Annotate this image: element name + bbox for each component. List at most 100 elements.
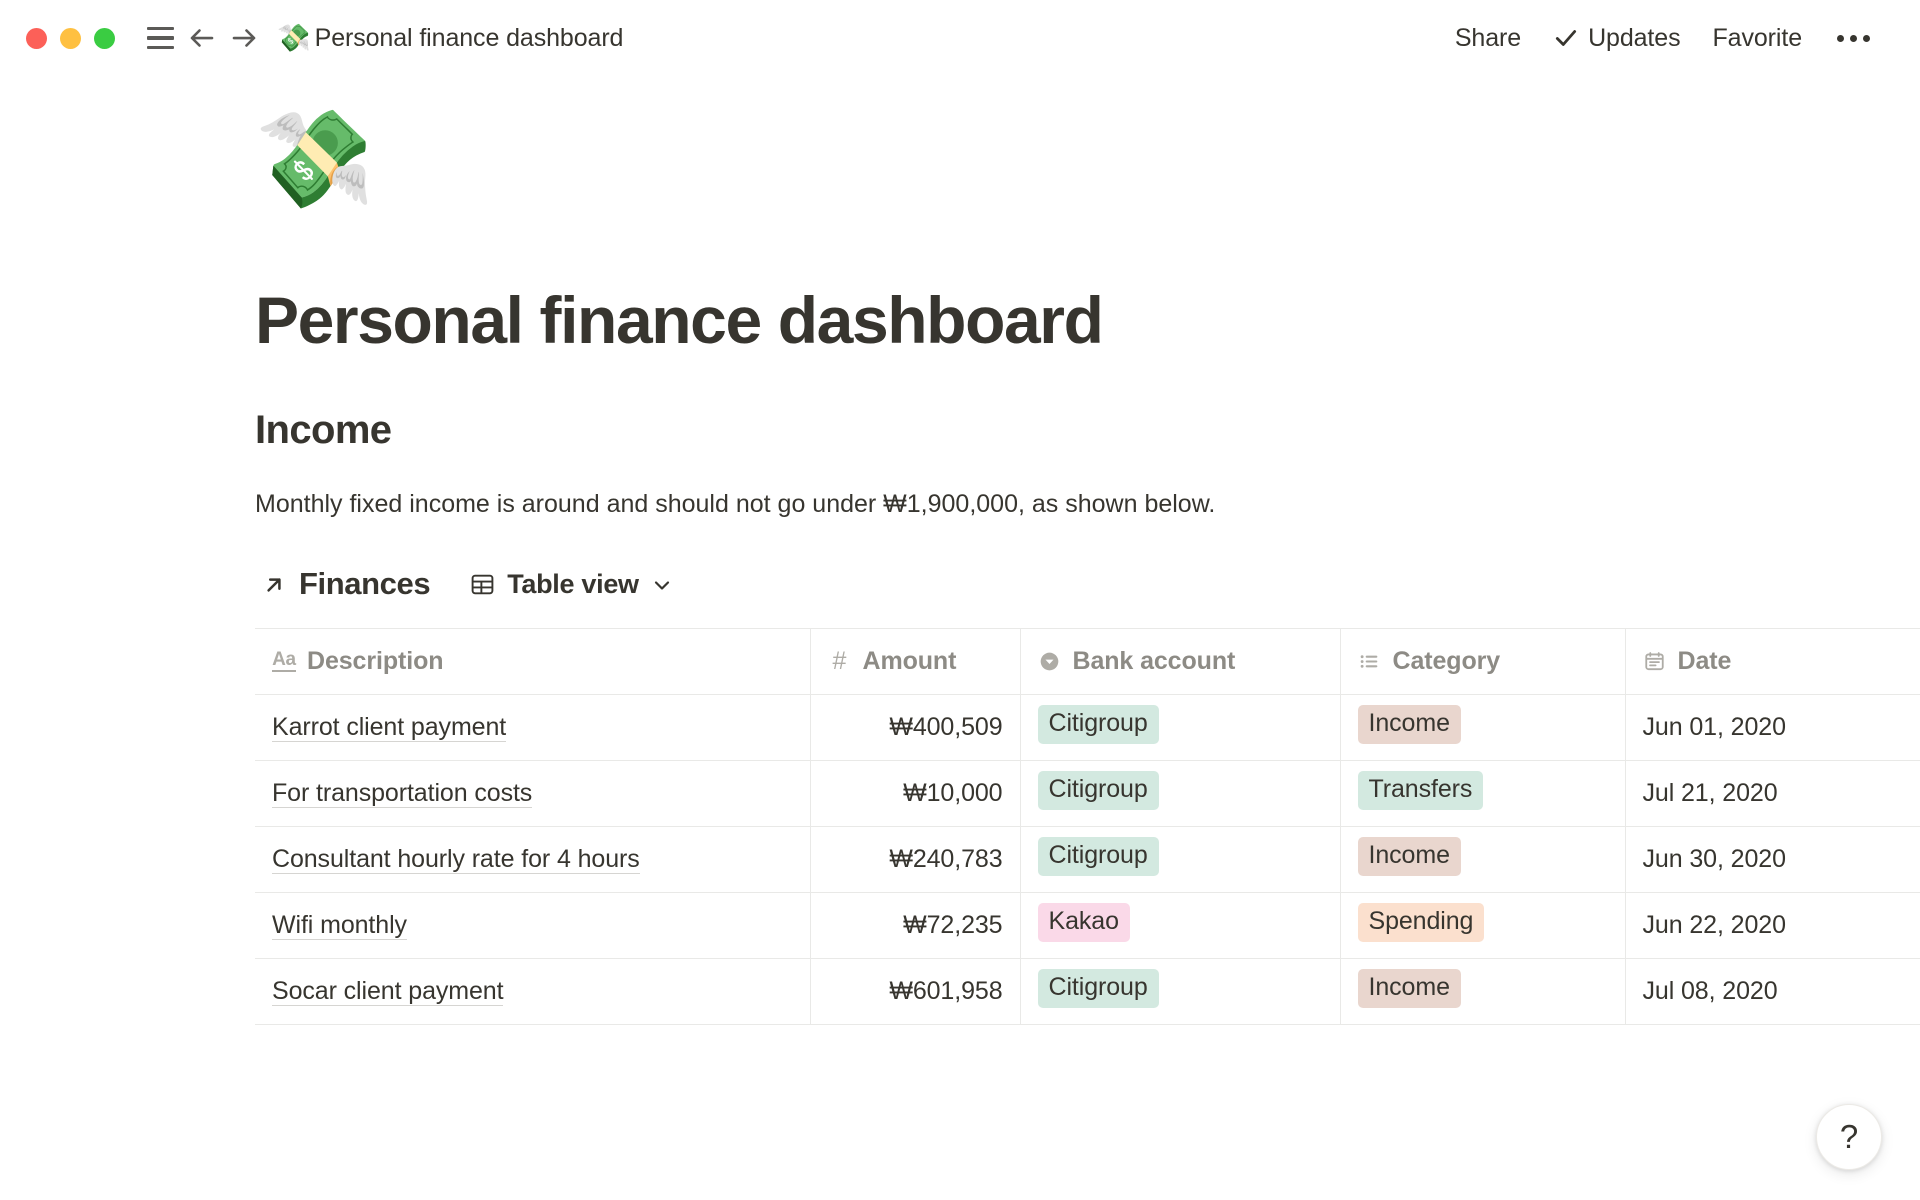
view-tab-label: Table view <box>507 569 639 600</box>
table-row: Socar client payment ₩601,958 Citigroup Inc… <box>255 958 1920 1025</box>
row-title-link[interactable]: Wifi monthly <box>272 910 407 940</box>
table-row: Consultant hourly rate for 4 hours ₩240,7… <box>255 826 1920 893</box>
table-body: Karrot client payment ₩400,509 Citigroup In… <box>255 694 1920 1025</box>
table-grid-icon <box>471 574 494 595</box>
table-row: Wifi monthly ₩72,235 Kakao Spending Jun 22, … <box>255 892 1920 959</box>
cell-amount[interactable]: ₩10,000 <box>810 760 1021 827</box>
column-header-bank-account[interactable]: Bank account <box>1020 628 1341 695</box>
cell-category[interactable]: Income <box>1340 958 1626 1025</box>
table-header: Aa Description # Amount <box>255 628 1920 695</box>
bank-account-tag: Citigroup <box>1037 836 1159 877</box>
cell-date[interactable]: Jul 21, 2020 <box>1625 760 1920 827</box>
window-traffic-lights <box>26 27 115 49</box>
category-tag: Transfers <box>1357 770 1484 811</box>
cell-date[interactable]: Jun 30, 2020 <box>1625 826 1920 893</box>
column-label: Amount <box>862 646 957 675</box>
section-paragraph[interactable]: Monthly fixed income is around and shoul… <box>255 490 1216 519</box>
row-title-link[interactable]: Socar client payment <box>272 976 504 1006</box>
cell-date[interactable]: Jul 08, 2020 <box>1625 958 1920 1025</box>
hamburger-icon <box>146 26 174 50</box>
page-emoji-icon[interactable]: 💸 <box>255 106 375 213</box>
help-button[interactable]: ? <box>1816 1104 1882 1170</box>
table-row: For transportation costs ₩10,000 Citigroup… <box>255 760 1920 827</box>
share-button[interactable]: Share <box>1454 23 1522 52</box>
navigate-back-button[interactable] <box>181 17 223 59</box>
updates-label: Updates <box>1588 23 1681 52</box>
category-tag: Spending <box>1357 902 1485 943</box>
cell-bank-account[interactable]: Citigroup <box>1020 694 1341 761</box>
column-label: Date <box>1677 646 1732 675</box>
chevron-down-icon <box>654 581 669 590</box>
view-tab-table-view[interactable]: Table view <box>460 564 683 605</box>
table-row: Karrot client payment ₩400,509 Citigroup In… <box>255 694 1920 761</box>
bank-account-tag: Citigroup <box>1037 704 1159 745</box>
cell-description[interactable]: For transportation costs <box>255 760 811 827</box>
calendar-icon <box>1643 649 1667 673</box>
breadcrumb-title[interactable]: Personal finance dashboard <box>314 23 624 52</box>
database-link-finances[interactable]: Finances <box>255 564 436 606</box>
cell-amount[interactable]: ₩601,958 <box>810 958 1021 1025</box>
bank-account-tag: Kakao <box>1037 902 1130 943</box>
cell-amount[interactable]: ₩72,235 <box>810 892 1021 959</box>
check-icon <box>1555 30 1577 46</box>
column-label: Bank account <box>1072 646 1236 675</box>
cell-amount[interactable]: ₩240,783 <box>810 826 1021 893</box>
column-header-amount[interactable]: # Amount <box>810 628 1021 695</box>
cell-category[interactable]: Income <box>1340 694 1626 761</box>
window-minimize-button[interactable] <box>60 27 81 49</box>
cell-bank-account[interactable]: Citigroup <box>1020 760 1341 827</box>
sidebar-toggle-button[interactable] <box>139 17 181 59</box>
cell-category[interactable]: Income <box>1340 826 1626 893</box>
finances-table: Aa Description # Amount <box>255 627 1920 1025</box>
database-name: Finances <box>299 565 431 601</box>
cell-date[interactable]: Jun 01, 2020 <box>1625 694 1920 761</box>
column-header-description[interactable]: Aa Description <box>255 628 811 695</box>
ellipsis-icon <box>1837 34 1844 42</box>
breadcrumb-emoji-icon: 💸 <box>277 22 311 53</box>
cell-amount[interactable]: ₩400,509 <box>810 694 1021 761</box>
cell-description[interactable]: Consultant hourly rate for 4 hours <box>255 826 811 893</box>
row-title-link[interactable]: Consultant hourly rate for 4 hours <box>272 844 640 874</box>
top-bar-actions: Share Updates Favorite <box>1438 18 1884 59</box>
window-maximize-button[interactable] <box>94 27 115 49</box>
cell-category[interactable]: Spending <box>1340 892 1626 959</box>
row-title-link[interactable]: Karrot client payment <box>272 712 507 742</box>
ellipsis-icon <box>1850 34 1857 42</box>
multi-select-icon <box>1358 649 1382 673</box>
bank-account-tag: Citigroup <box>1037 968 1159 1009</box>
ellipsis-icon <box>1863 34 1870 42</box>
bank-account-tag: Citigroup <box>1037 770 1159 811</box>
row-title-link[interactable]: For transportation costs <box>272 778 533 808</box>
column-label: Category <box>1392 646 1501 675</box>
page-content: 💸 Personal finance dashboard Income Mont… <box>0 106 1920 1025</box>
cell-description[interactable]: Karrot client payment <box>255 694 811 761</box>
cell-description[interactable]: Wifi monthly <box>255 892 811 959</box>
arrow-left-icon <box>190 29 214 47</box>
column-header-date[interactable]: Date <box>1625 628 1920 695</box>
cell-bank-account[interactable]: Kakao <box>1020 892 1341 959</box>
select-icon <box>1038 649 1062 673</box>
favorite-button[interactable]: Favorite <box>1712 23 1802 52</box>
window-close-button[interactable] <box>26 27 47 49</box>
number-hash-icon: # <box>832 646 847 675</box>
database-header: Finances Table view <box>255 564 1860 606</box>
arrow-up-right-icon <box>267 577 281 592</box>
more-options-button[interactable] <box>1823 25 1884 52</box>
cell-category[interactable]: Transfers <box>1340 760 1626 827</box>
updates-button[interactable]: Updates <box>1538 18 1695 59</box>
cell-description[interactable]: Socar client payment <box>255 958 811 1025</box>
column-header-category[interactable]: Category <box>1340 628 1626 695</box>
cell-bank-account[interactable]: Citigroup <box>1020 826 1341 893</box>
section-heading-income[interactable]: Income <box>255 408 392 453</box>
cell-bank-account[interactable]: Citigroup <box>1020 958 1341 1025</box>
arrow-right-icon <box>232 29 256 47</box>
navigate-forward-button[interactable] <box>223 17 265 59</box>
column-label: Description <box>307 646 444 675</box>
cell-date[interactable]: Jun 22, 2020 <box>1625 892 1920 959</box>
table-header-row: Aa Description # Amount <box>255 628 1920 695</box>
category-tag: Income <box>1357 968 1461 1009</box>
top-bar: 💸 Personal finance dashboard Share Updat… <box>0 0 1920 76</box>
page-title[interactable]: Personal finance dashboard <box>255 282 1104 357</box>
category-tag: Income <box>1357 704 1461 745</box>
